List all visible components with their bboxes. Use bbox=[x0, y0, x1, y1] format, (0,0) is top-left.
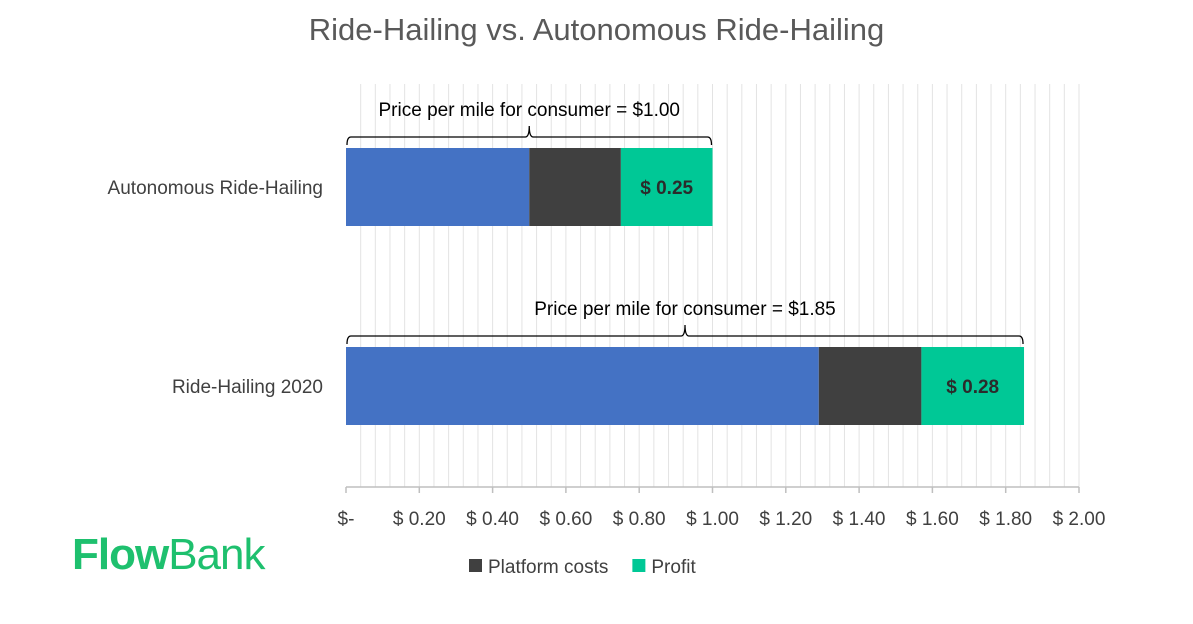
legend: Platform costs Profit bbox=[469, 557, 696, 578]
category-label: Autonomous Ride-Hailing bbox=[108, 178, 323, 199]
legend-swatch bbox=[469, 559, 482, 572]
logo-flow: Flow bbox=[72, 530, 169, 579]
x-tick-label: $ 0.20 bbox=[393, 509, 446, 530]
category-label: Ride-Hailing 2020 bbox=[172, 377, 323, 398]
x-tick-label: $ 0.60 bbox=[539, 509, 592, 530]
x-tick-label: $ 0.80 bbox=[613, 509, 666, 530]
x-tick-label: $ 1.40 bbox=[833, 509, 886, 530]
bar-segment bbox=[346, 148, 530, 226]
bars: $ 0.25 $ 0.28 bbox=[346, 148, 1025, 425]
legend-label: Profit bbox=[651, 557, 696, 578]
x-tick-label: $ 1.80 bbox=[979, 509, 1032, 530]
bar-segment bbox=[529, 148, 621, 226]
x-tick-label: $ 0.40 bbox=[466, 509, 519, 530]
data-label: $ 0.25 bbox=[640, 178, 693, 199]
x-tick-label: $ 1.60 bbox=[906, 509, 959, 530]
legend-label: Platform costs bbox=[488, 557, 608, 578]
bar-segment bbox=[346, 347, 819, 425]
data-label: $ 0.28 bbox=[946, 377, 999, 398]
chart-title: Ride-Hailing vs. Autonomous Ride-Hailing bbox=[308, 12, 885, 47]
grid-lines bbox=[360, 84, 1080, 487]
x-tick-label: $ 1.20 bbox=[759, 509, 812, 530]
logo-bank: Bank bbox=[168, 530, 265, 579]
x-tick-label: $ 2.00 bbox=[1053, 509, 1106, 530]
annotation-label: Price per mile for consumer = $1.85 bbox=[534, 299, 836, 320]
x-axis: $- $ 0.20 $ 0.40 $ 0.60 $ 0.80 $ 1.00 $ 1.20 $ … bbox=[338, 486, 1106, 530]
flowbank-logo: FlowBank bbox=[72, 530, 266, 580]
x-tick-label: $ 1.00 bbox=[686, 509, 739, 530]
annotation-bracket bbox=[346, 324, 1024, 345]
x-tick-label: $- bbox=[338, 509, 355, 530]
bar-segment bbox=[818, 347, 922, 425]
annotation-label: Price per mile for consumer = $1.00 bbox=[379, 100, 681, 121]
bar-segment bbox=[620, 148, 713, 226]
annotation-bracket bbox=[346, 125, 713, 146]
category-labels: Autonomous Ride-Hailing Ride-Hailing 2020 bbox=[108, 178, 323, 398]
bar-segment bbox=[921, 347, 1025, 425]
legend-swatch bbox=[632, 559, 646, 572]
annotations: Price per mile for consumer = $1.00 Price… bbox=[346, 100, 1024, 345]
